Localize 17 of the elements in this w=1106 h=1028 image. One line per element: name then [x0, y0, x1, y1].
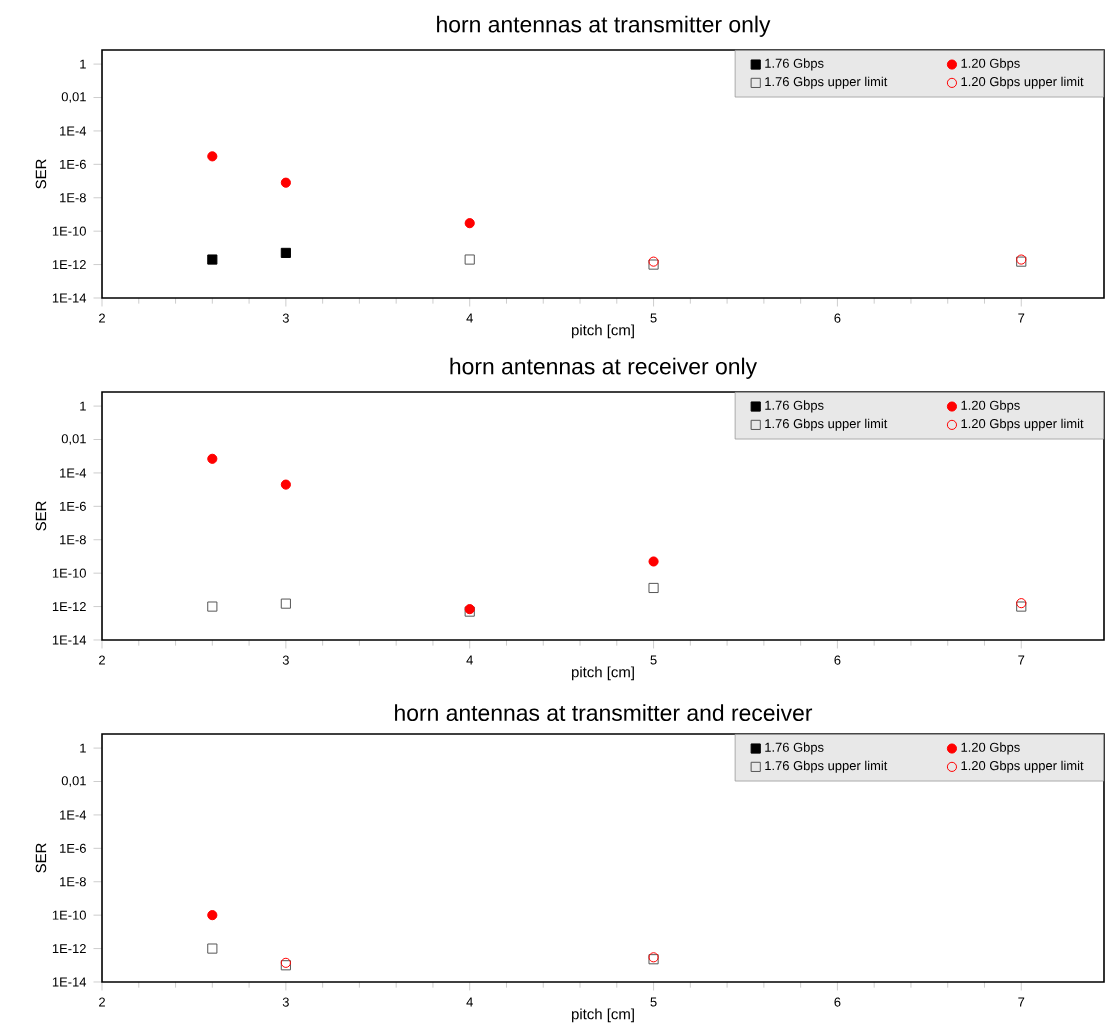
chart-title: horn antennas at transmitter only — [437, 15, 771, 37]
point — [648, 582, 659, 593]
point — [207, 150, 218, 161]
point — [207, 253, 218, 265]
point — [280, 479, 291, 490]
point — [207, 909, 218, 920]
point — [207, 453, 218, 464]
point — [464, 217, 475, 228]
point — [280, 177, 291, 188]
point — [280, 598, 291, 609]
chart-title: horn antennas at receiver only — [450, 357, 758, 379]
point — [280, 247, 291, 258]
chart-title: horn antennas at transmitter and receiver — [395, 703, 813, 721]
point — [207, 601, 218, 612]
point — [464, 253, 475, 265]
point — [648, 555, 659, 567]
point — [207, 943, 218, 954]
